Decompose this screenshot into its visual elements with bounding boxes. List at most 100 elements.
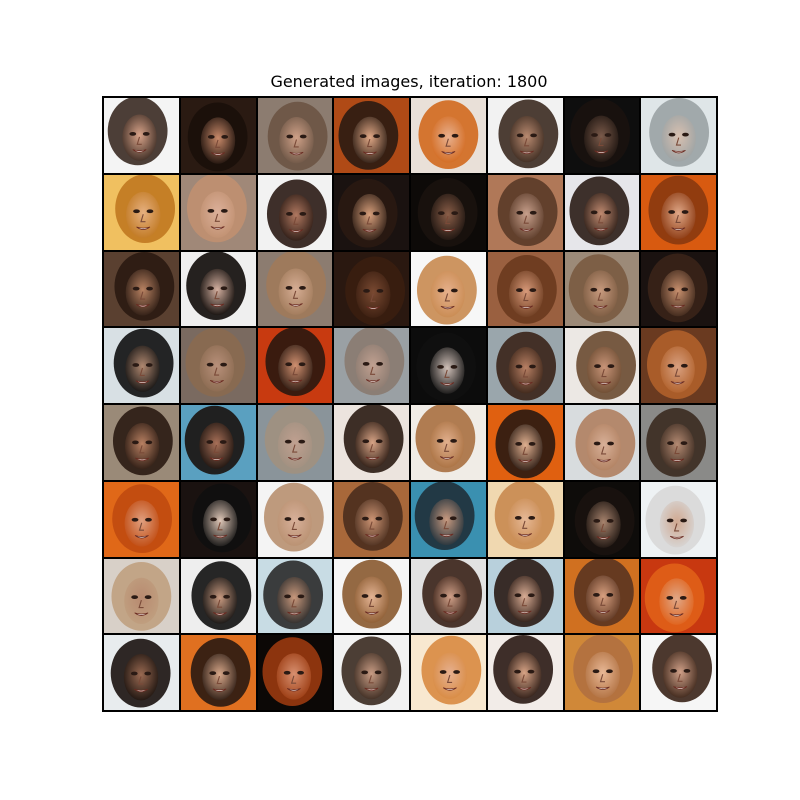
generated-face-image (497, 176, 558, 246)
generated-image-tile (564, 328, 640, 403)
generated-face-image (646, 407, 707, 477)
generated-face-image (574, 408, 635, 478)
generated-face-image (337, 178, 398, 248)
generated-face-image (267, 101, 328, 171)
generated-face-image (572, 635, 633, 704)
generated-image-tile (564, 98, 640, 173)
generated-image-tile (487, 481, 563, 557)
generated-image-tile (411, 251, 486, 327)
generated-face-image (264, 328, 325, 397)
generated-image-tile (564, 405, 640, 480)
generated-image-tile (411, 328, 486, 403)
generated-image-tile (411, 635, 486, 710)
generated-face-image (107, 98, 168, 166)
generated-face-image (495, 409, 556, 479)
generated-face-image (266, 179, 327, 249)
generated-image-tile (411, 481, 486, 557)
generated-image-tile (334, 98, 409, 173)
generated-image-tile (180, 174, 256, 250)
generated-face-image (115, 174, 176, 243)
generated-image-tile (334, 481, 409, 557)
generated-image-tile (104, 174, 179, 250)
generated-image-tile (487, 558, 563, 634)
generated-face-image (422, 558, 483, 628)
generated-image-tile (180, 405, 256, 480)
generated-image-tile (104, 251, 179, 327)
generated-face-image (647, 330, 708, 400)
generated-face-image (498, 99, 559, 169)
generated-image-tile (257, 174, 333, 250)
generated-image-tile (334, 405, 409, 480)
generated-face-image (184, 405, 245, 475)
generated-image-tile (641, 481, 716, 557)
generated-face-image (415, 405, 476, 473)
generated-image-tile (104, 405, 179, 480)
generated-face-image (416, 332, 477, 402)
generated-image-tile (411, 174, 486, 250)
generated-image-tile (257, 405, 333, 480)
generated-image-tile (641, 328, 716, 403)
generated-face-image (345, 255, 406, 325)
image-grid (102, 96, 718, 712)
generated-image-tile (564, 174, 640, 250)
generated-face-image (645, 485, 706, 555)
generated-image-tile (334, 174, 409, 250)
generated-face-image (344, 328, 405, 396)
generated-face-image (496, 254, 557, 324)
generated-face-image (264, 405, 325, 474)
generated-face-image (185, 328, 246, 398)
generated-face-image (191, 483, 252, 553)
generated-image-tile (257, 481, 333, 557)
generated-image-tile (641, 558, 716, 634)
generated-face-image (114, 251, 175, 321)
generated-image-tile (487, 98, 563, 173)
generated-face-image (112, 406, 173, 476)
generated-image-tile (334, 251, 409, 327)
generated-face-image (494, 481, 555, 550)
generated-image-tile (641, 251, 716, 327)
generated-image-tile (257, 251, 333, 327)
generated-face-image (111, 561, 172, 631)
generated-image-tile (487, 174, 563, 250)
generated-image-tile (411, 98, 486, 173)
generated-image-tile (487, 251, 563, 327)
generated-image-tile (564, 251, 640, 327)
generated-image-tile (641, 98, 716, 173)
generated-face-image (338, 100, 399, 170)
generated-face-image (341, 636, 402, 706)
generated-face-image (418, 100, 479, 170)
generated-face-image (574, 486, 635, 556)
generated-face-image (265, 251, 326, 319)
generated-image-tile (257, 328, 333, 403)
generated-face-image (343, 405, 404, 474)
generated-face-image (644, 562, 705, 632)
generated-face-image (493, 558, 554, 627)
generated-face-image (191, 560, 252, 630)
generated-face-image (113, 328, 174, 398)
generated-image-tile (180, 98, 256, 173)
generated-image-tile (564, 558, 640, 634)
generated-image-tile (334, 558, 409, 634)
generated-image-tile (180, 558, 256, 634)
generated-image-tile (411, 405, 486, 480)
generated-face-image (416, 255, 477, 325)
generated-face-image (262, 559, 323, 629)
generated-face-image (263, 482, 324, 552)
generated-face-image (185, 251, 246, 320)
generated-image-tile (334, 635, 409, 710)
generated-image-tile (564, 481, 640, 557)
generated-image-tile (180, 481, 256, 557)
generated-image-tile (257, 558, 333, 634)
generated-image-tile (487, 635, 563, 710)
generated-image-tile (180, 328, 256, 403)
generated-image-tile (641, 174, 716, 250)
figure-title: Generated images, iteration: 1800 (270, 72, 548, 91)
generated-image-tile (641, 405, 716, 480)
generated-face-image (421, 635, 482, 705)
generated-image-tile (104, 328, 179, 403)
generated-image-tile (487, 328, 563, 403)
generated-image-tile (180, 635, 256, 710)
generated-image-tile (104, 558, 179, 634)
generated-face-image (110, 638, 171, 708)
